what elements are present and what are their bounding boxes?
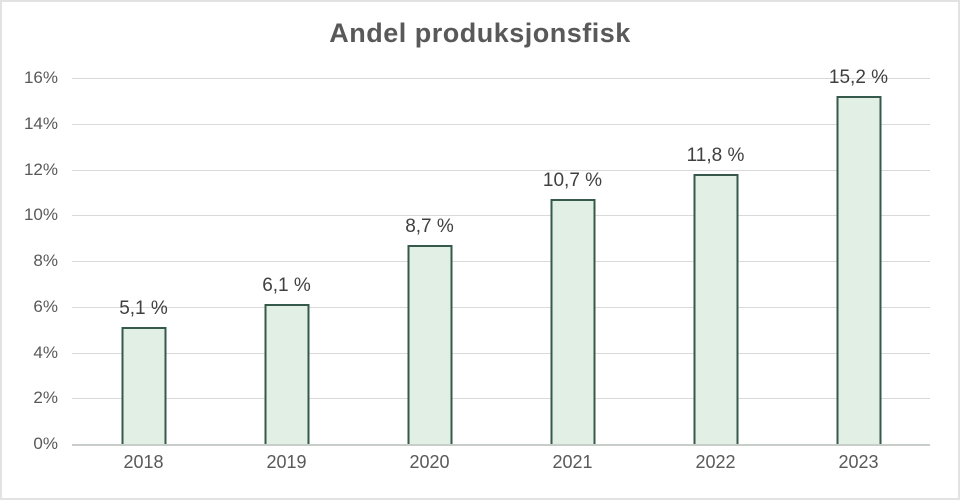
bar-slot-2019: 6,1 % (215, 78, 358, 444)
gridline-12% (72, 169, 930, 171)
bar-value-label-2023: 15,2 % (828, 67, 889, 89)
y-tick-label-0%: 0% (33, 434, 58, 453)
bar-2023 (836, 96, 881, 444)
gridline-10% (72, 215, 930, 217)
y-tick-label-14%: 14% (23, 113, 58, 133)
bar-value-label-2021: 10,7 % (542, 170, 603, 192)
y-tick-label-10%: 10% (23, 205, 58, 225)
y-tick-label-12%: 12% (23, 159, 58, 179)
x-tick-label-2023: 2023 (838, 452, 879, 472)
y-tick-label-16%: 16% (23, 68, 58, 87)
x-axis: 2018 2019 2020 2021 2022 2023 (72, 452, 930, 482)
x-tick-label-2019: 2019 (266, 452, 307, 472)
y-tick-label-6%: 6% (33, 296, 58, 316)
gridline-4% (72, 352, 930, 354)
bar-value-label-2022: 11,8 % (686, 145, 745, 167)
x-tick-label-2020: 2020 (409, 452, 450, 472)
bar-2021 (550, 199, 595, 444)
bar-value-label-2018: 5,1 % (119, 298, 168, 320)
x-tick-label-2018: 2018 (123, 452, 164, 472)
bar-slot-2023: 15,2 % (787, 67, 930, 444)
gridline-6% (72, 306, 930, 308)
bar-slot-2020: 8,7 % (358, 78, 501, 444)
y-tick-label-2%: 2% (33, 388, 58, 408)
gridline-2% (72, 398, 930, 400)
bar-2019 (264, 304, 309, 444)
bar-slot-2021: 10,7 % (501, 78, 644, 444)
gridline-16% (72, 78, 930, 79)
x-tick-label-2022: 2022 (695, 452, 736, 472)
x-tick-label-2021: 2021 (552, 452, 593, 472)
chart-title: Andel produksjonsfisk (329, 18, 631, 48)
bar-2020 (407, 245, 452, 444)
bar-2022 (693, 174, 738, 444)
bar-slot-2022: 11,8 % (644, 78, 787, 444)
bar-2018 (121, 327, 166, 444)
y-tick-label-8%: 8% (33, 251, 58, 270)
bar-value-label-2019: 6,1 % (262, 275, 311, 297)
gridline-14% (72, 123, 930, 125)
bar-value-label-2020: 8,7 % (405, 216, 454, 237)
gridline-8% (72, 261, 930, 262)
plot-area: 5,1 % 6,1 % 8,7 % 10,7 % 11,8 % 15,2 % (72, 67, 930, 446)
y-tick-label-4%: 4% (33, 342, 58, 362)
bar-slot-2018: 5,1 % (72, 78, 215, 444)
